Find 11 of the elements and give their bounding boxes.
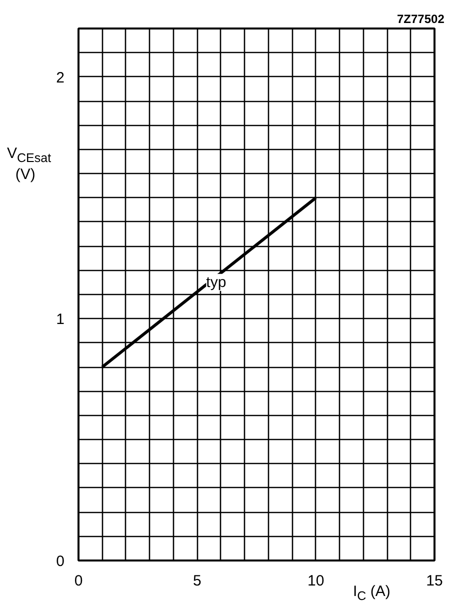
y-tick-label: 2 (56, 69, 64, 86)
series-label: typ (206, 274, 226, 291)
x-tick-label: 0 (74, 572, 83, 590)
y-tick-label: 1 (56, 311, 64, 328)
text: 7Z77502 (397, 12, 444, 26)
y-axis-title: V$_{CEsat}$ (V) (7, 145, 52, 184)
x-tick-label: 10 (307, 572, 324, 590)
x-tick-label: 15 (426, 572, 443, 590)
x-axis-title: I$_{C}$ (A) (353, 583, 390, 604)
x-tick-label: 5 (192, 572, 202, 590)
y-tick-label: 0 (56, 553, 64, 570)
